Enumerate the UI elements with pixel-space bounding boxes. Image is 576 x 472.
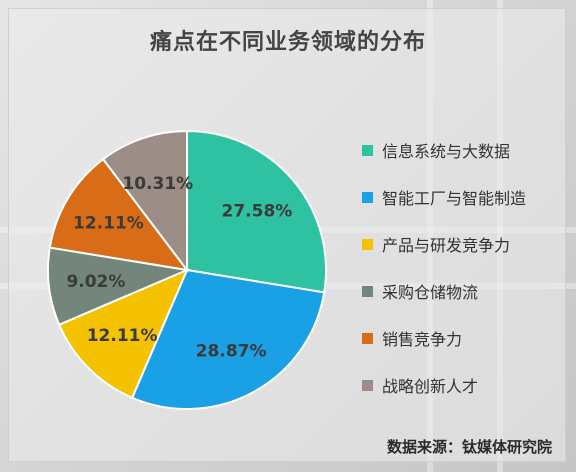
legend: 信息系统与大数据 智能工厂与智能制造 产品与研发竞争力 采购仓储物流 销售竞争力战略创新…	[362, 138, 526, 420]
legend-swatch	[362, 379, 373, 391]
legend-item: 智能工厂与智能制造	[362, 185, 526, 209]
pie-slice	[48, 157, 190, 272]
legend-label: 采购仓储物流	[382, 283, 479, 302]
legend-label: 产品与研发竞争力	[382, 236, 511, 255]
legend-swatch	[362, 238, 373, 250]
slice-label: 27.58%	[222, 202, 293, 222]
source-note: 数据来源：钛媒体研究院	[386, 438, 552, 456]
legend-label: 战略创新人才	[382, 377, 479, 396]
pie-slice	[47, 246, 191, 327]
legend-swatch	[362, 285, 373, 297]
pie-slice	[186, 129, 327, 294]
pie-slice	[57, 268, 189, 400]
legend-item: 战略创新人才	[362, 373, 526, 397]
legend-swatch	[362, 191, 373, 203]
slice-label: 9.02%	[66, 272, 125, 292]
legend-item: 产品与研发竞争力	[362, 232, 526, 256]
slice-label: 12.11%	[87, 326, 158, 346]
legend-label: 智能工厂与智能制造	[382, 189, 527, 208]
chart-title: 痛点在不同业务领域的分布	[149, 30, 426, 55]
slice-label: 28.87%	[196, 341, 267, 361]
pie-slice	[130, 268, 326, 410]
legend-item: 信息系统与大数据	[362, 138, 526, 162]
legend-item: 采购仓储物流	[362, 279, 526, 303]
slice-label: 10.31%	[122, 174, 193, 194]
legend-label: 信息系统与大数据	[382, 142, 511, 161]
legend-swatch	[362, 144, 373, 156]
legend-item: 销售竞争力	[362, 326, 526, 350]
legend-swatch	[362, 332, 373, 344]
legend-label: 销售竞争力	[382, 330, 463, 349]
slice-label: 12.11%	[73, 214, 144, 234]
pie-slice	[101, 129, 188, 273]
